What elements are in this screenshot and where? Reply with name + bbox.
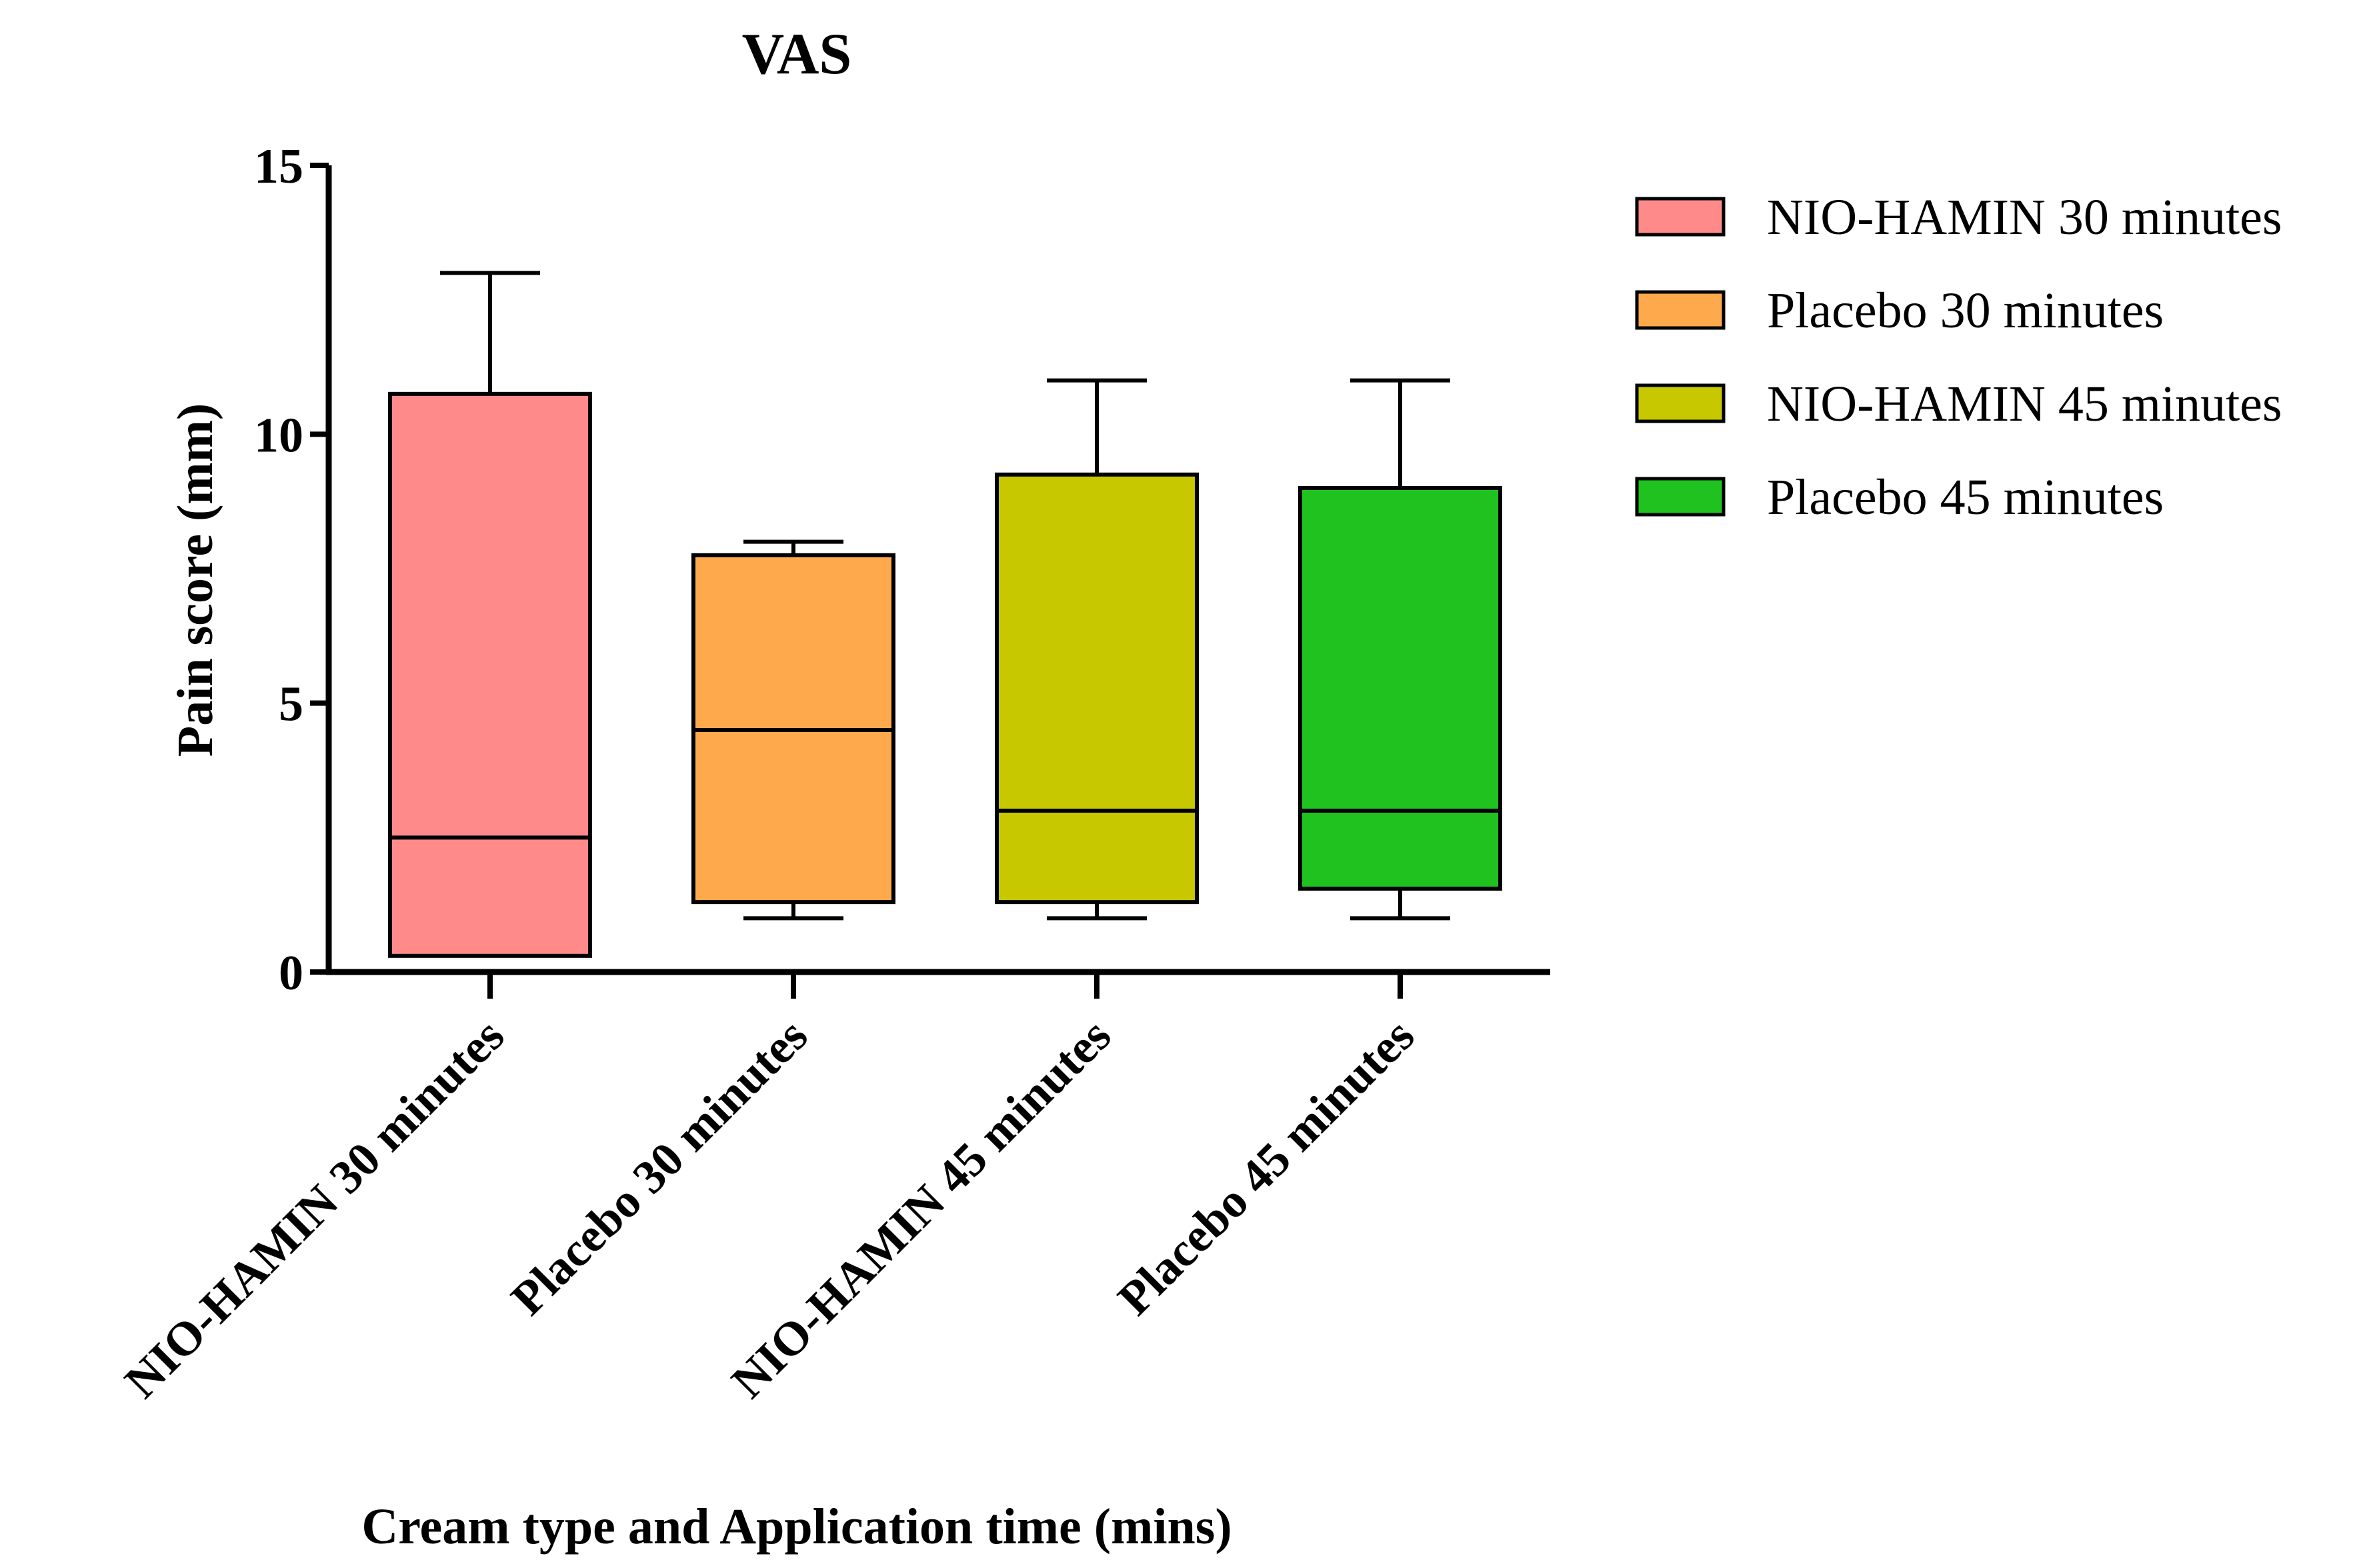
box-3 <box>995 378 1199 921</box>
legend-swatch <box>1635 383 1726 423</box>
y-axis-label: Pain score (mm) <box>167 403 223 757</box>
legend-label: NIO-HAMIN 45 minutes <box>1767 376 2282 432</box>
legend-swatch <box>1635 290 1726 330</box>
box-2 <box>691 539 895 921</box>
y-tick-label: 15 <box>254 139 303 194</box>
y-tick-label: 5 <box>279 677 303 732</box>
box-iqr <box>388 391 592 958</box>
legend-label: Placebo 30 minutes <box>1767 283 2164 339</box>
box-4 <box>1298 378 1502 921</box>
chart-title: VAS <box>742 22 852 87</box>
y-tick-label: 0 <box>279 946 303 1001</box>
legend: NIO-HAMIN 30 minutes Placebo 30 minutes NI… <box>1635 189 2282 525</box>
box-iqr <box>995 472 1199 905</box>
legend-label: Placebo 45 minutes <box>1767 469 2164 525</box>
x-axis-label: Cream type and Application time (mins) <box>361 1499 1232 1555</box>
x-category-label: NIO-HAMIN 30 minutes <box>115 1009 515 1409</box>
box-1 <box>388 271 592 958</box>
x-category-label: Placebo 30 minutes <box>501 1009 817 1325</box>
x-category-label: Placebo 45 minutes <box>1107 1009 1424 1325</box>
legend-label: NIO-HAMIN 30 minutes <box>1767 189 2282 245</box>
legend-swatch <box>1635 197 1726 237</box>
y-tick-label: 10 <box>254 408 303 463</box>
box-iqr <box>1298 486 1502 891</box>
legend-swatch <box>1635 477 1726 517</box>
